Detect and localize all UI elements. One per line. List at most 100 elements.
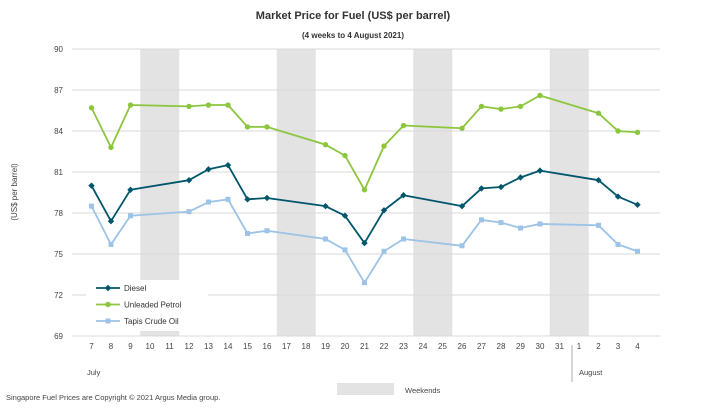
x-tick-label-26: 26: [458, 342, 467, 351]
month-label-august: August: [579, 368, 603, 377]
point-diesel-14: [224, 161, 232, 169]
chart-subtitle: (4 weeks to 4 August 2021): [302, 31, 404, 40]
point-unleaded-petrol-12: [186, 103, 192, 110]
y-tick-label-90: 90: [54, 45, 63, 54]
point-tapis-crude-oil-27: [479, 217, 484, 223]
y-tick-label-72: 72: [54, 291, 63, 300]
point-tapis-crude-oil-9: [128, 213, 133, 219]
chart-title: Market Price for Fuel (US$ per barrel): [256, 10, 451, 22]
x-axis-ticks: 7 8 9 10 11 12 13 14 15 16 17 18 19 20 21 22 23 24 25 26 27 2…: [89, 342, 640, 351]
point-tapis-crude-oil-15: [245, 231, 250, 236]
point-tapis-crude-oil-2: [596, 222, 601, 228]
x-tick-label-15: 15: [243, 342, 252, 351]
point-unleaded-petrol-7: [88, 105, 95, 111]
point-tapis-crude-oil-19: [323, 236, 328, 242]
legend-label-diesel: Diesel: [124, 284, 146, 293]
weekend-band-2: [413, 49, 453, 336]
x-tick-label-23: 23: [399, 342, 408, 351]
point-tapis-crude-oil-14: [225, 196, 231, 202]
y-tick-label-87: 87: [54, 86, 63, 95]
legend: Diesel Unleaded Petrol Tapis Crude Oil: [86, 280, 208, 331]
weekend-shading: [140, 49, 589, 336]
point-diesel-12: [185, 177, 193, 184]
point-unleaded-petrol-13: [205, 102, 212, 108]
x-tick-label-18: 18: [302, 342, 311, 351]
point-unleaded-petrol-16: [264, 124, 270, 130]
y-tick-label-69: 69: [54, 332, 63, 341]
x-tick-label-2: 2: [596, 342, 601, 351]
point-diesel-3: [614, 193, 622, 200]
point-unleaded-petrol-26: [459, 125, 465, 131]
point-unleaded-petrol-15: [244, 124, 251, 130]
y-tick-label-84: 84: [54, 127, 63, 136]
x-tick-label-7: 7: [89, 342, 94, 351]
x-tick-label-30: 30: [536, 342, 545, 351]
legend-marker-diesel: [104, 284, 112, 292]
point-unleaded-petrol-20: [342, 152, 348, 159]
x-tick-label-31: 31: [555, 342, 564, 351]
point-tapis-crude-oil-26: [459, 243, 465, 249]
point-diesel-8: [107, 218, 115, 225]
point-tapis-crude-oil-13: [206, 199, 211, 205]
point-diesel-27: [478, 185, 485, 192]
y-axis-label: (US$ per barrel): [10, 163, 19, 221]
point-tapis-crude-oil-21: [362, 280, 367, 286]
point-diesel-20: [341, 212, 349, 219]
point-tapis-crude-oil-4: [635, 248, 640, 254]
weekend-legend-swatch: [337, 383, 394, 395]
point-diesel-23: [400, 192, 407, 199]
x-tick-label-17: 17: [282, 342, 291, 351]
weekend-legend-label: Weekends: [405, 386, 441, 395]
point-diesel-29: [517, 174, 524, 181]
point-unleaded-petrol-2: [595, 110, 602, 116]
month-label-july: July: [87, 368, 101, 377]
point-tapis-crude-oil-29: [518, 225, 523, 231]
series-lines: [88, 92, 641, 286]
point-unleaded-petrol-30: [537, 92, 543, 99]
point-tapis-crude-oil-22: [381, 248, 387, 254]
point-diesel-19: [322, 202, 329, 210]
x-tick-label-16: 16: [263, 342, 272, 351]
copyright-footer: Singapore Fuel Prices are Copyright © 20…: [6, 393, 220, 402]
y-tick-label-75: 75: [54, 250, 63, 259]
point-unleaded-petrol-28: [498, 106, 504, 112]
legend-label-unleaded-petrol: Unleaded Petrol: [124, 301, 182, 310]
x-tick-label-10: 10: [146, 342, 155, 351]
point-unleaded-petrol-29: [517, 103, 524, 110]
x-tick-label-22: 22: [380, 342, 389, 351]
point-diesel-28: [497, 183, 505, 191]
x-tick-label-8: 8: [109, 342, 114, 351]
point-unleaded-petrol-3: [615, 128, 621, 134]
x-tick-label-11: 11: [165, 342, 174, 351]
point-tapis-crude-oil-7: [89, 203, 94, 209]
x-tick-label-24: 24: [419, 342, 428, 351]
point-diesel-4: [634, 201, 641, 208]
point-diesel-30: [536, 167, 544, 174]
point-unleaded-petrol-4: [634, 129, 641, 136]
point-diesel-15: [244, 196, 251, 203]
point-tapis-crude-oil-16: [264, 228, 270, 234]
x-tick-label-29: 29: [516, 342, 525, 351]
point-unleaded-petrol-22: [381, 143, 387, 149]
x-tick-label-12: 12: [185, 342, 194, 351]
point-tapis-crude-oil-30: [537, 221, 543, 227]
point-tapis-crude-oil-20: [342, 247, 348, 253]
point-diesel-9: [127, 186, 134, 193]
point-diesel-13: [205, 166, 212, 173]
point-diesel-7: [88, 182, 95, 189]
x-tick-label-20: 20: [341, 342, 350, 351]
x-tick-label-1: 1: [577, 342, 582, 351]
point-tapis-crude-oil-3: [615, 241, 621, 247]
x-tick-label-9: 9: [128, 342, 133, 351]
point-diesel-26: [458, 202, 466, 210]
point-unleaded-petrol-21: [361, 187, 368, 193]
point-unleaded-petrol-14: [225, 102, 231, 108]
x-tick-label-28: 28: [497, 342, 506, 351]
point-diesel-16: [263, 194, 271, 202]
x-tick-label-21: 21: [360, 342, 369, 351]
y-tick-label-81: 81: [54, 168, 63, 177]
point-unleaded-petrol-8: [108, 144, 114, 151]
point-diesel-21: [361, 239, 368, 247]
x-tick-label-14: 14: [224, 342, 233, 351]
